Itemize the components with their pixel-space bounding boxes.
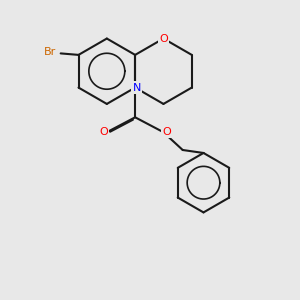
Text: O: O [100, 127, 108, 137]
Text: Br: Br [44, 47, 56, 57]
Text: O: O [162, 127, 171, 137]
Text: O: O [159, 34, 168, 44]
Text: N: N [132, 82, 141, 93]
